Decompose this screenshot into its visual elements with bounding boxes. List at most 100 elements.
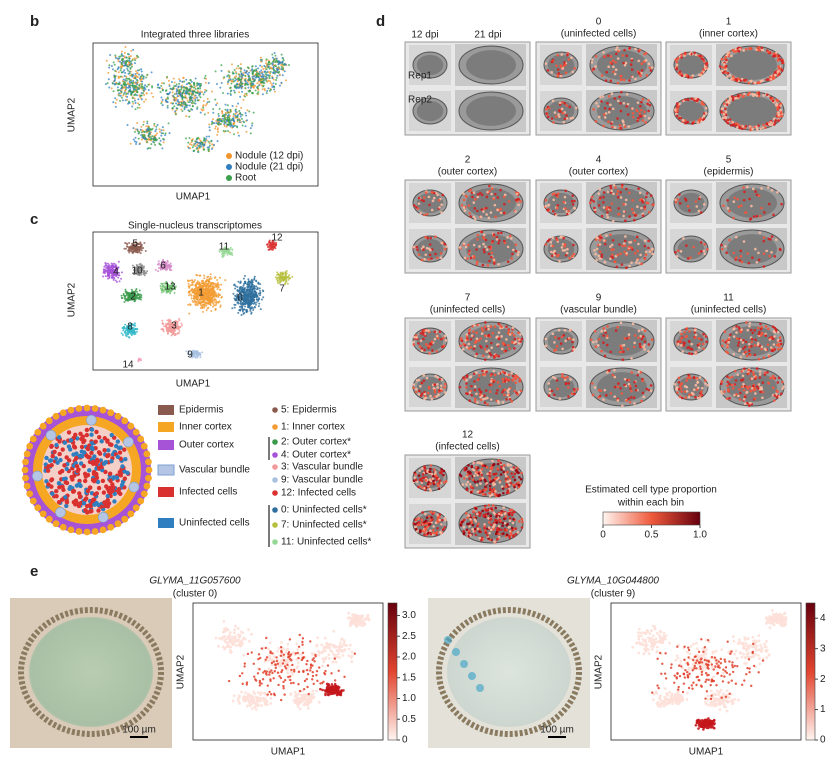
cell-point <box>229 111 231 113</box>
cell-point <box>213 144 215 146</box>
cell-point <box>183 103 185 105</box>
cell-point <box>217 113 219 115</box>
legend-swatch <box>158 487 174 497</box>
cell-point <box>220 123 222 125</box>
cell-point <box>139 250 141 252</box>
epidermis-cell <box>40 510 47 517</box>
cell-point <box>237 119 239 121</box>
cell-point <box>243 121 245 123</box>
cell-point <box>183 87 185 89</box>
cell-point <box>125 99 127 101</box>
cluster-label: 11 <box>219 242 230 253</box>
cell-point <box>252 300 254 302</box>
proportion-bin <box>688 52 691 55</box>
cell-point <box>210 296 212 298</box>
cell-point <box>189 104 191 106</box>
cell-point <box>140 263 142 265</box>
legend-label: 9: Vascular bundle <box>281 475 364 486</box>
cell-point <box>131 74 133 76</box>
nodule-diagram <box>22 405 153 536</box>
cell-point <box>239 119 241 121</box>
infected-cell <box>85 433 89 437</box>
cell-point <box>233 90 235 92</box>
cell-point <box>264 89 266 91</box>
cell-point <box>246 70 248 72</box>
infected-cell <box>116 439 120 443</box>
cell-point <box>128 101 130 103</box>
proportion-bin <box>644 121 647 124</box>
cell-point <box>221 111 223 113</box>
cell-point <box>244 75 246 77</box>
cell-point <box>207 307 209 309</box>
proportion-bin <box>640 109 643 112</box>
proportion-bin <box>609 61 612 64</box>
legend-marker <box>272 439 278 445</box>
cell-point <box>240 63 242 65</box>
proportion-bin <box>599 96 602 99</box>
cell-point <box>138 104 140 106</box>
cell-point <box>188 287 190 289</box>
legend-label: 7: Uninfected cells* <box>281 520 367 531</box>
cell-point <box>170 269 172 271</box>
proportion-bin <box>565 114 568 117</box>
cell-point <box>262 296 264 298</box>
cell-point <box>251 306 253 308</box>
cell-point <box>132 127 134 129</box>
cell-point <box>146 74 148 76</box>
cell-point <box>272 68 274 70</box>
cell-point <box>146 120 148 122</box>
epidermis-cell <box>92 528 99 535</box>
cell-point <box>193 83 195 85</box>
cell-point <box>153 142 155 144</box>
cell-point <box>235 72 237 74</box>
cell-point <box>202 107 204 109</box>
cell-point <box>121 64 123 66</box>
cell-point <box>158 137 160 139</box>
cell-point <box>194 100 196 102</box>
proportion-bin <box>615 48 618 51</box>
cell-point <box>245 112 247 114</box>
proportion-bin <box>731 49 734 52</box>
proportion-bin <box>619 102 622 105</box>
proportion-bin <box>631 76 634 79</box>
proportion-bin <box>646 74 649 77</box>
cell-point <box>151 71 153 73</box>
cell-point <box>140 68 142 70</box>
cell-point <box>245 289 247 291</box>
cell-point <box>191 86 193 88</box>
cell-point <box>108 64 110 66</box>
cell-point <box>163 330 165 332</box>
cell-point <box>273 69 275 71</box>
proportion-bin <box>650 69 653 72</box>
cell-point <box>220 70 222 72</box>
cell-point <box>188 82 190 84</box>
proportion-bin <box>698 119 701 122</box>
infected-cell <box>107 489 111 493</box>
cell-point <box>136 55 138 57</box>
cell-point <box>259 290 261 292</box>
cell-point <box>141 94 143 96</box>
legend-label: Uninfected cells <box>179 518 250 529</box>
cell-point <box>103 268 105 270</box>
cell-point <box>141 71 143 73</box>
cell-point <box>181 81 183 83</box>
cell-point <box>210 278 212 280</box>
infected-cell <box>83 479 87 483</box>
cell-point <box>212 287 214 289</box>
proportion-bin <box>561 108 564 111</box>
cell-point <box>256 73 258 75</box>
cell-point <box>260 61 262 63</box>
proportion-bin <box>571 117 574 120</box>
cell-point <box>131 105 133 107</box>
infected-cell <box>50 454 54 458</box>
cell-point <box>280 62 282 64</box>
infected-cell <box>88 486 92 490</box>
proportion-bin <box>687 99 690 102</box>
cell-point <box>258 303 260 305</box>
cell-point <box>251 122 253 124</box>
proportion-bin <box>649 104 652 107</box>
cell-point <box>239 84 241 86</box>
cell-point <box>232 123 234 125</box>
proportion-bin <box>617 50 620 53</box>
cell-point <box>284 70 286 72</box>
